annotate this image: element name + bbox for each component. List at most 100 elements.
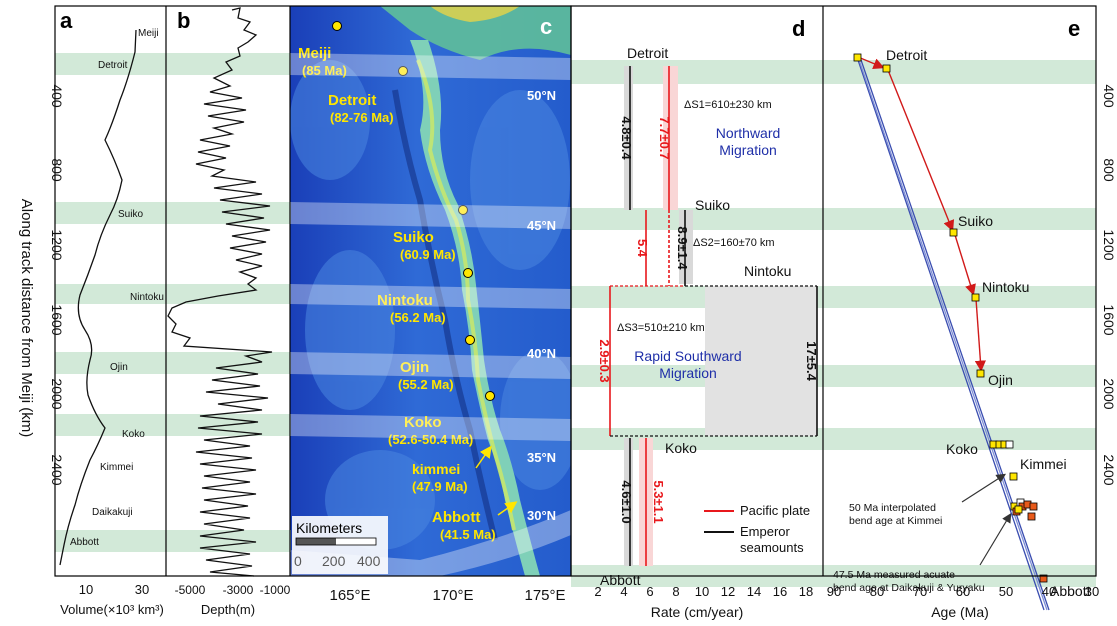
y-tick-right-400: 400 — [1101, 84, 1117, 108]
b-xtick-5000: -5000 — [175, 583, 206, 597]
scale-title: Kilometers — [296, 520, 362, 536]
d-box-emperor-4 — [624, 438, 633, 566]
e-pt-koko-4 — [1005, 440, 1014, 449]
y-tick-left-1200: 1200 — [49, 229, 65, 260]
marker-suiko — [458, 205, 468, 215]
map-age-suiko: (60.9 Ma) — [400, 247, 456, 262]
panel-a-labels: Meiji Detroit Suiko Nintoku Ojin Koko Ki… — [70, 28, 164, 548]
e-label-ojin: Ojin — [988, 372, 1013, 388]
d-legend-seamounts: seamounts — [740, 540, 804, 555]
d-box-emperor-3 — [705, 286, 817, 436]
map-abbott-pointer — [497, 501, 518, 516]
e-arrows — [857, 56, 986, 372]
d-box-emperor-2 — [679, 210, 693, 284]
a-label-suiko: Suiko — [118, 209, 143, 220]
y-tick-left-400: 400 — [49, 84, 65, 108]
d-xtick-16: 16 — [773, 584, 787, 599]
marker-ojin — [465, 335, 475, 345]
map-texture — [290, 60, 571, 550]
b-xtick-3000: -3000 — [223, 583, 254, 597]
d-xtick-6: 6 — [646, 584, 653, 599]
e-note2-line2: bend age at Daikakuji & Yuryaku — [833, 582, 985, 594]
c-xtick-175: 175°E — [524, 587, 565, 604]
d-box-pacific-1 — [663, 66, 678, 210]
y-tick-right-1600: 1600 — [1101, 304, 1117, 335]
correlation-bands — [55, 53, 1096, 587]
c-xtick-170: 170°E — [432, 587, 473, 604]
map-age-meiji: (85 Ma) — [302, 63, 347, 78]
a-xtick-30: 30 — [135, 582, 149, 597]
e-pt-m-6 — [1027, 512, 1036, 521]
map-label-suiko: Suiko — [393, 229, 434, 246]
d-station-koko: Koko — [665, 440, 697, 456]
e-xtick-30: 30 — [1085, 584, 1099, 599]
a-label-ojin: Ojin — [110, 362, 128, 373]
map-label-kimmei: kimmei — [412, 461, 460, 477]
d-box-emperor-1 — [624, 66, 633, 210]
scale-tick-0: 0 — [294, 553, 302, 569]
e-xtick-60: 60 — [956, 584, 970, 599]
d-xtick-2: 2 — [594, 584, 601, 599]
d-legend-emperor: Emperor — [740, 524, 791, 539]
panel-b-depth: b — [167, 7, 273, 577]
lat-45: 45°N — [527, 218, 556, 233]
y-tick-left-1600: 1600 — [49, 304, 65, 335]
e-label-kimmei: Kimmei — [1020, 456, 1067, 472]
e-notes: 50 Ma interpolated bend age at Kimmei 47… — [833, 502, 985, 594]
lat-30: 30°N — [527, 508, 556, 523]
lat-35: 35°N — [527, 450, 556, 465]
map-kimmei-pointer — [475, 445, 492, 469]
e-pt-abbott — [1039, 574, 1048, 583]
panel-a-volume: a Meiji Detroit Suiko Nintoku Ojin Koko … — [59, 8, 164, 566]
map-label-meiji: Meiji — [298, 45, 331, 62]
e-note2-arrow — [979, 512, 1012, 566]
e-pt-detroit-2 — [882, 64, 891, 73]
e-trend-1 — [856, 56, 1045, 611]
panel-a-letter: a — [60, 8, 73, 33]
right-y-axis: 400 800 1200 1600 2000 2400 — [1101, 84, 1117, 485]
d-xtick-10: 10 — [695, 584, 709, 599]
e-label-nintoku: Nintoku — [982, 279, 1029, 295]
panel-e-age: e — [833, 16, 1091, 611]
map-age-kimmei: (47.9 Ma) — [412, 479, 468, 494]
d-south-line2: Migration — [659, 365, 717, 381]
a-xlabel: Volume(×10³ km³) — [60, 602, 164, 617]
e-xtick-90: 90 — [827, 584, 841, 599]
map-label-detroit: Detroit — [328, 92, 376, 109]
e-labels: Detroit Suiko Nintoku Ojin Koko Kimmei A… — [886, 47, 1091, 599]
e-label-suiko: Suiko — [958, 213, 993, 229]
a-label-meiji: Meiji — [138, 28, 159, 39]
d-ds3: ΔS3=510±210 km — [617, 322, 705, 334]
a-label-kimmei: Kimmei — [100, 462, 133, 473]
d-ds2: ΔS2=160±70 km — [693, 237, 775, 249]
d-station-nintoku: Nintoku — [744, 263, 791, 279]
y-tick-left-2000: 2000 — [49, 378, 65, 409]
e-note1-arrow — [961, 473, 1007, 503]
panel-d-letter: d — [792, 16, 805, 41]
a-label-detroit: Detroit — [98, 60, 128, 71]
d-rate-labels: 4.8±0.4 7.7±0.7 5.4 8.9±1.4 2.9±0.3 17±5… — [597, 116, 819, 523]
e-xtick-80: 80 — [870, 584, 884, 599]
y-tick-left-800: 800 — [49, 158, 65, 182]
e-xtick-50: 50 — [999, 584, 1013, 599]
b-xtick-1000: -1000 — [260, 583, 291, 597]
d-xtick-8: 8 — [672, 584, 679, 599]
e-note2-line1: 47.5 Ma measured acuate — [833, 569, 955, 581]
a-label-nintoku: Nintoku — [130, 292, 164, 303]
a-label-koko: Koko — [122, 429, 145, 440]
d-xtick-4: 4 — [620, 584, 627, 599]
map-lat-labels: 50°N 45°N 40°N 35°N 30°N — [527, 88, 556, 523]
y-ticks-left: 400 800 1200 1600 2000 2400 — [49, 84, 65, 485]
depth-curve — [167, 7, 273, 577]
e-pt-kimmei — [1009, 472, 1018, 481]
d-xtick-12: 12 — [721, 584, 735, 599]
marker-meiji — [332, 21, 342, 31]
map-emperor-chain — [410, 40, 540, 576]
d-rate-pacific-1: 7.7±0.7 — [657, 116, 672, 159]
scale-tick-200: 200 — [322, 553, 346, 569]
e-label-detroit: Detroit — [886, 47, 927, 63]
map-scale-bar: Kilometers 0 200 400 — [292, 516, 388, 574]
d-south-line1: Rapid Southward — [634, 348, 741, 364]
y-tick-right-2400: 2400 — [1101, 454, 1117, 485]
